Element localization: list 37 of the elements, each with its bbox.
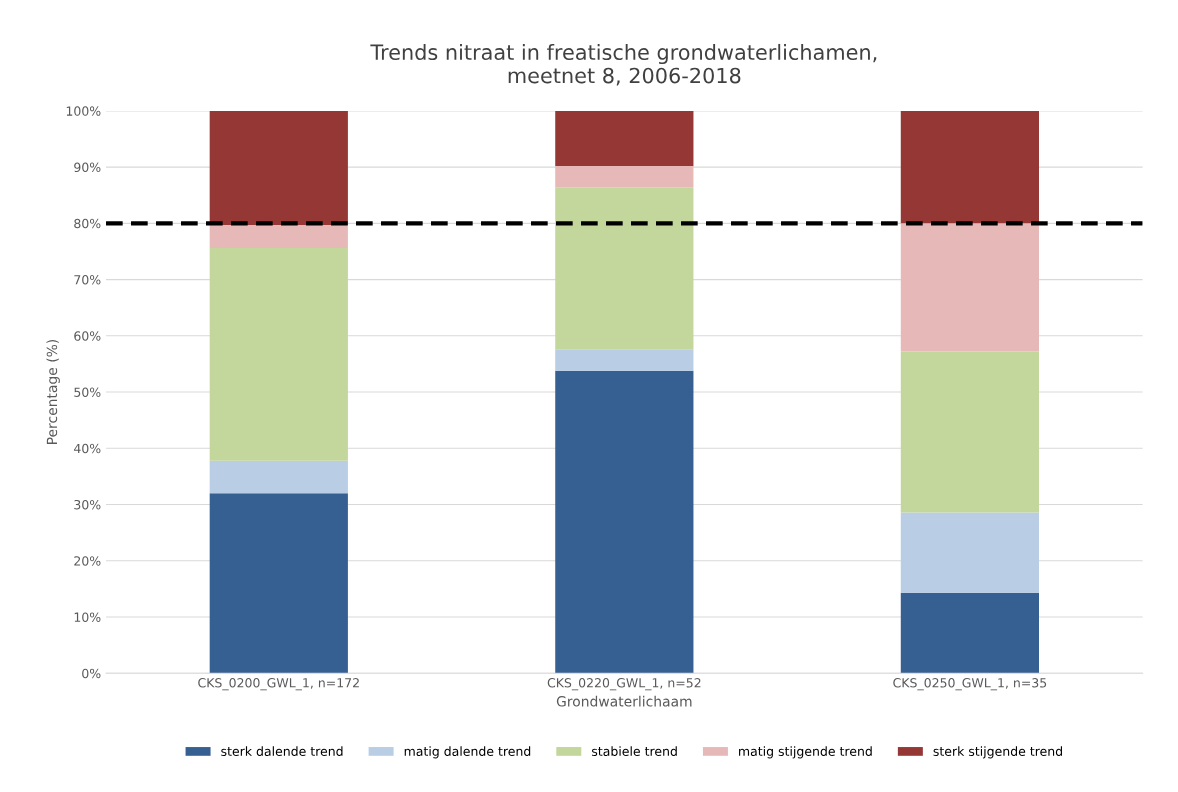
bar bbox=[900, 592, 1039, 674]
y-tick-label: 70% bbox=[74, 275, 101, 285]
bar bbox=[555, 187, 694, 350]
bar bbox=[900, 351, 1039, 513]
legend-label: sterk stijgende trend bbox=[933, 746, 1062, 759]
bar bbox=[555, 370, 694, 674]
x-tick-label: CKS_0250_GWL_1, n=35 bbox=[893, 678, 1047, 691]
bar bbox=[209, 110, 348, 226]
y-tick-label: 20% bbox=[74, 556, 101, 566]
legend-label: stabiele trend bbox=[591, 746, 677, 756]
y-tick-label: 100% bbox=[66, 106, 101, 116]
chart-title: Trends nitraat in freatische grondwaterlichamen, meetnet 8, 2006-2018 bbox=[370, 43, 877, 86]
y-tick-label: 80% bbox=[74, 218, 101, 229]
y-tick-label: 0% bbox=[82, 668, 101, 679]
x-tick-label: CKS_0220_GWL_1, n=52 bbox=[547, 678, 701, 691]
bar bbox=[555, 165, 694, 188]
bar bbox=[555, 110, 694, 166]
legend-label: matig dalende trend bbox=[404, 746, 531, 759]
legend-label: matig stijgende trend bbox=[739, 746, 872, 759]
bar bbox=[555, 349, 694, 371]
y-tick-label: 40% bbox=[73, 443, 101, 454]
bar bbox=[209, 460, 348, 494]
y-axis-title: Percentage (%) bbox=[46, 339, 60, 444]
y-tick-label: 30% bbox=[74, 499, 101, 510]
x-axis-title: Grondwaterlichaam bbox=[556, 695, 692, 707]
bar bbox=[900, 512, 1039, 593]
y-tick-label: 10% bbox=[74, 612, 101, 622]
y-tick-label: 90% bbox=[74, 162, 101, 173]
legend-label: sterk dalende trend bbox=[221, 746, 343, 756]
bar bbox=[209, 225, 348, 249]
x-tick-label: CKS_0200_GWL_1, n=172 bbox=[198, 678, 359, 691]
y-tick-label: 60% bbox=[74, 331, 101, 341]
y-tick-label: 50% bbox=[74, 387, 101, 397]
bar bbox=[209, 248, 348, 461]
bar bbox=[209, 493, 348, 674]
bar bbox=[900, 110, 1039, 224]
bar bbox=[900, 223, 1039, 352]
